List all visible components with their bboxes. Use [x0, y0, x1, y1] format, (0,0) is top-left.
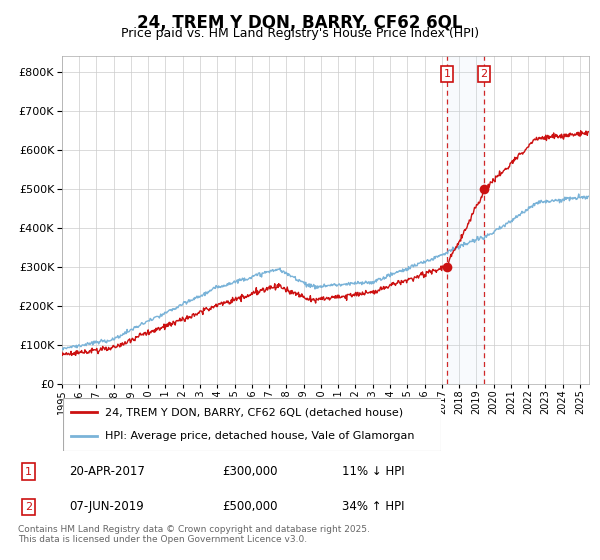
Text: 24, TREM Y DON, BARRY, CF62 6QL: 24, TREM Y DON, BARRY, CF62 6QL — [137, 14, 463, 32]
Text: 1: 1 — [443, 69, 451, 79]
Text: 2: 2 — [25, 502, 32, 512]
Text: 11% ↓ HPI: 11% ↓ HPI — [342, 465, 404, 478]
Text: 20-APR-2017: 20-APR-2017 — [69, 465, 145, 478]
Text: £500,000: £500,000 — [222, 500, 277, 514]
Bar — [447, 56, 484, 384]
Text: Contains HM Land Registry data © Crown copyright and database right 2025.
This d: Contains HM Land Registry data © Crown c… — [18, 525, 370, 544]
Text: HPI: Average price, detached house, Vale of Glamorgan: HPI: Average price, detached house, Vale… — [104, 431, 414, 441]
Text: £300,000: £300,000 — [222, 465, 277, 478]
Text: 24, TREM Y DON, BARRY, CF62 6QL (detached house): 24, TREM Y DON, BARRY, CF62 6QL (detache… — [104, 408, 403, 418]
Text: Price paid vs. HM Land Registry's House Price Index (HPI): Price paid vs. HM Land Registry's House … — [121, 27, 479, 40]
Text: 1: 1 — [25, 466, 32, 477]
Text: 07-JUN-2019: 07-JUN-2019 — [69, 500, 144, 514]
Text: 34% ↑ HPI: 34% ↑ HPI — [342, 500, 404, 514]
Text: 2: 2 — [481, 69, 488, 79]
